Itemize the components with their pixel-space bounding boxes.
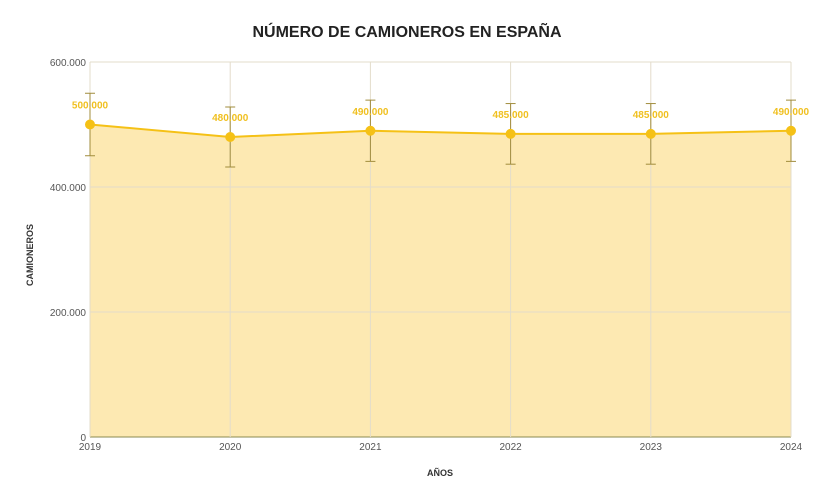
y-axis-label: CAMIONEROS xyxy=(25,224,35,286)
x-axis-label: AÑOS xyxy=(427,468,453,478)
area-fill xyxy=(90,124,791,437)
data-point xyxy=(786,125,796,136)
data-point xyxy=(85,119,95,130)
data-point xyxy=(645,128,656,139)
data-label: 490.000 xyxy=(773,107,810,118)
data-label: 485.000 xyxy=(633,110,670,121)
data-label: 485.000 xyxy=(493,110,530,121)
x-tick-label: 2023 xyxy=(640,442,663,453)
y-tick-label: 0 xyxy=(80,433,86,444)
data-label: 500.000 xyxy=(72,101,109,112)
x-tick-label: 2019 xyxy=(79,442,102,453)
chart-title: NÚMERO DE CAMIONEROS EN ESPAÑA xyxy=(252,21,562,41)
x-tick-label: 2021 xyxy=(359,442,382,453)
series-line xyxy=(89,123,792,139)
y-tick-label: 400.000 xyxy=(50,183,87,194)
y-tick-label: 600.000 xyxy=(50,58,87,69)
x-tick-label: 2022 xyxy=(499,442,522,453)
data-label: 490.000 xyxy=(352,107,389,118)
data-point xyxy=(225,132,236,142)
x-tick-label: 2024 xyxy=(780,442,803,453)
data-point xyxy=(365,125,376,136)
y-tick-label: 200.000 xyxy=(50,308,87,319)
data-label: 480.000 xyxy=(212,113,249,124)
data-point xyxy=(505,128,516,139)
x-tick-label: 2020 xyxy=(219,442,242,453)
